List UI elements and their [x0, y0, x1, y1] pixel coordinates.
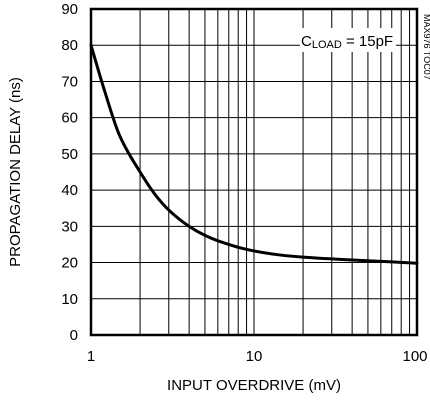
- y-tick-label: 90: [61, 1, 78, 18]
- y-axis-title: PROPAGATION DELAY (ns): [7, 77, 24, 267]
- plot-frame: [89, 7, 419, 337]
- x-axis-title: INPUT OVERDRIVE (mV): [167, 377, 341, 394]
- x-tick-label: 1: [87, 348, 95, 365]
- y-tick-label: 10: [61, 291, 78, 308]
- annotation-subscript: LOAD: [312, 39, 342, 51]
- y-tick-label: 50: [61, 146, 78, 163]
- side-note: MAX976 TOC07: [422, 14, 430, 80]
- annotation-rest: = 15pF: [342, 33, 393, 50]
- y-tick-label: 20: [61, 255, 78, 272]
- y-tick-labels: 0 10 20 30 40 50 60 70 80 90: [61, 1, 78, 344]
- x-tick-labels: 1 10 100: [87, 348, 428, 365]
- y-tick-label: 60: [61, 110, 78, 127]
- y-tick-label: 30: [61, 218, 78, 235]
- x-tick-label: 100: [402, 348, 427, 365]
- annotation-bg: [300, 28, 396, 52]
- y-tick-label: 0: [70, 327, 78, 344]
- y-tick-label: 80: [61, 37, 78, 54]
- grid-lines: [91, 9, 417, 335]
- series-line: [89, 43, 419, 265]
- annotation-main: C: [301, 33, 312, 50]
- y-tick-label: 40: [61, 182, 78, 199]
- x-tick-label: 10: [246, 348, 263, 365]
- load-capacitance-annotation: CLOAD = 15pF: [301, 33, 393, 51]
- y-tick-label: 70: [61, 73, 78, 90]
